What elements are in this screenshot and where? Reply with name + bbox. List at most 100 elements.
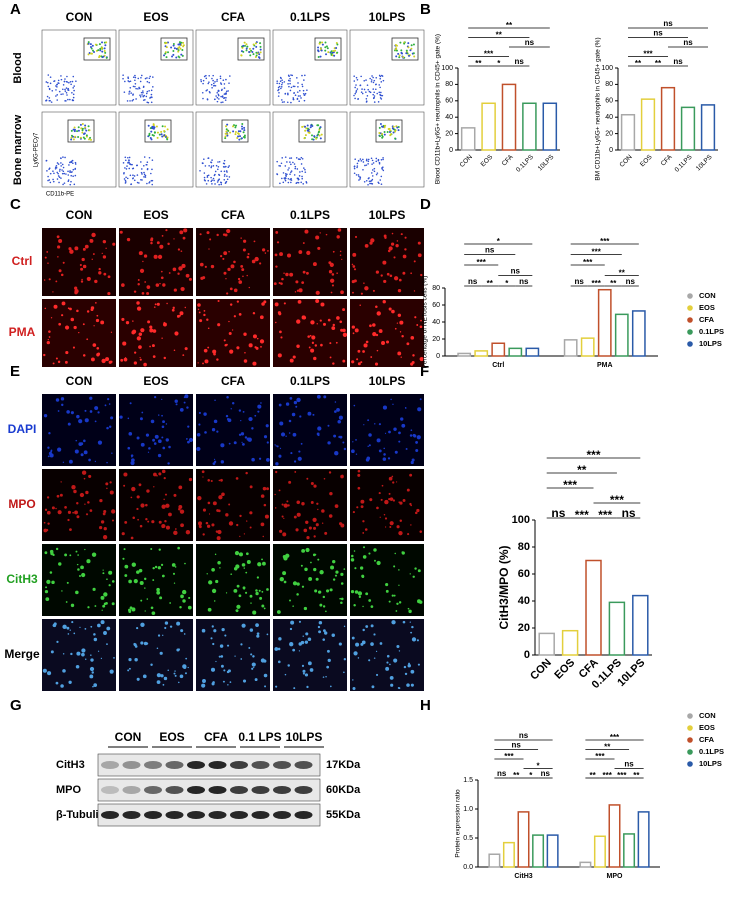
image-texture: [246, 520, 248, 522]
image-texture: [296, 500, 301, 505]
image-texture: [69, 249, 74, 254]
image-texture: [393, 658, 398, 663]
column-label: CON: [66, 10, 93, 24]
image-texture: [149, 345, 151, 348]
panel-letter: E: [10, 363, 20, 380]
image-texture: [392, 403, 394, 406]
event-dot: [142, 91, 144, 94]
image-texture: [279, 421, 284, 426]
image-texture: [100, 320, 105, 325]
image-texture: [106, 426, 109, 430]
event-dot: [228, 82, 230, 84]
image-texture: [106, 461, 108, 464]
image-texture: [50, 450, 53, 453]
image-texture: [136, 436, 140, 440]
blot-band: [122, 811, 141, 819]
image-texture: [306, 685, 309, 689]
image-texture: [384, 236, 387, 239]
event-dot: [370, 182, 373, 185]
image-texture: [233, 588, 238, 593]
image-texture: [241, 563, 246, 567]
image-texture: [251, 427, 254, 430]
event-dot: [380, 98, 383, 100]
image-texture: [103, 527, 107, 531]
image-texture: [307, 335, 310, 338]
image-texture: [185, 530, 191, 535]
image-texture: [163, 676, 168, 681]
image-texture: [180, 523, 184, 528]
image-texture: [123, 548, 126, 551]
image-texture: [225, 592, 228, 594]
significance-label: ns: [626, 277, 636, 286]
image-texture: [224, 344, 228, 347]
event-dot: [61, 172, 64, 175]
image-background: [196, 469, 270, 541]
image-texture: [312, 553, 316, 557]
image-texture: [415, 448, 419, 452]
image-texture: [236, 300, 239, 303]
image-texture: [161, 398, 163, 400]
event-dot: [98, 43, 101, 46]
image-texture: [404, 672, 408, 676]
event-dot: [146, 161, 149, 163]
lane-label: CON: [115, 730, 142, 744]
event-dot: [373, 95, 376, 97]
event-dot: [282, 181, 285, 184]
image-texture: [315, 523, 319, 527]
image-texture: [91, 232, 96, 238]
image-texture: [411, 637, 417, 642]
image-texture: [151, 520, 155, 524]
y-tick-label: 0: [524, 649, 530, 661]
y-tick-label: 40: [518, 595, 530, 607]
image-texture: [226, 292, 229, 295]
flow-plot: [272, 111, 348, 188]
significance-label: ***: [477, 258, 487, 267]
event-dot: [140, 168, 143, 170]
event-dot: [131, 167, 134, 170]
event-dot: [69, 80, 72, 83]
image-texture: [353, 279, 357, 283]
event-dot: [330, 50, 333, 53]
image-texture: [111, 580, 115, 583]
gate: [314, 37, 342, 61]
event-dot: [286, 161, 288, 163]
significance-label: ns: [622, 506, 636, 520]
image-texture: [398, 569, 400, 571]
image-texture: [188, 277, 192, 281]
event-dot: [126, 165, 128, 167]
event-dot: [310, 134, 313, 137]
image-texture: [357, 473, 361, 477]
image-texture: [352, 679, 354, 681]
image-texture: [386, 654, 390, 658]
image-texture: [351, 554, 354, 558]
event-dot: [319, 47, 322, 50]
event-dot: [123, 172, 125, 174]
image-texture: [245, 591, 248, 594]
image-texture: [86, 559, 91, 564]
event-dot: [370, 157, 373, 160]
event-dot: [74, 163, 77, 165]
image-texture: [293, 400, 298, 405]
event-dot: [359, 158, 362, 160]
image-texture: [167, 462, 170, 465]
image-texture: [178, 266, 183, 271]
image-texture: [131, 486, 136, 492]
image-texture: [57, 360, 61, 364]
event-dot: [300, 181, 302, 184]
image-texture: [370, 356, 373, 358]
image-texture: [249, 526, 252, 529]
image-texture: [161, 526, 164, 529]
image-texture: [75, 664, 80, 669]
event-dot: [383, 133, 386, 136]
image-texture: [281, 277, 284, 281]
event-dot: [142, 95, 145, 98]
image-texture: [338, 435, 341, 439]
image-texture: [93, 683, 98, 687]
image-texture: [266, 441, 269, 444]
event-dot: [384, 124, 387, 127]
event-dot: [126, 100, 129, 102]
image-texture: [367, 445, 369, 448]
x-tick-label: CFA: [660, 153, 674, 167]
event-dot: [59, 168, 61, 171]
image-texture: [136, 301, 140, 305]
